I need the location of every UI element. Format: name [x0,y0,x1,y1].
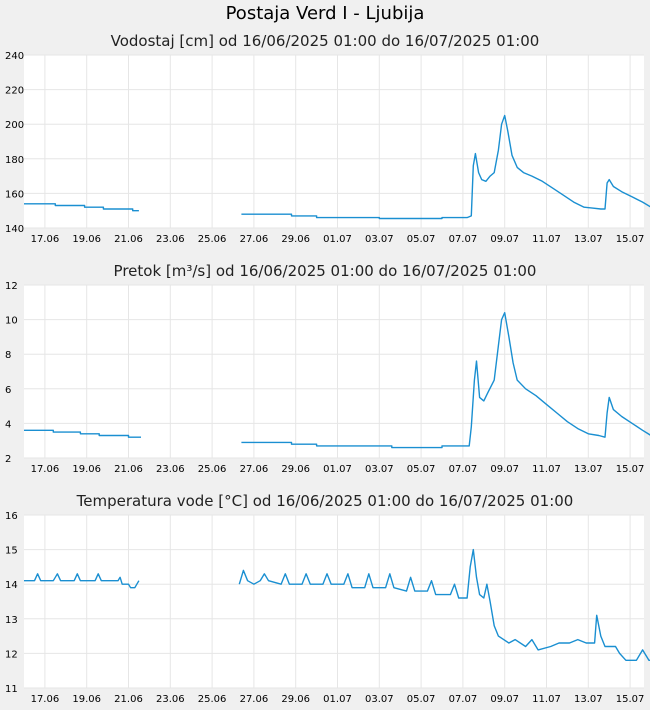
x-tick-label: 11.07 [532,464,561,475]
y-tick-label: 14 [5,580,18,591]
x-tick-label: 07.07 [449,694,478,705]
plot-area [24,55,644,228]
x-tick-label: 25.06 [198,694,227,705]
x-tick-label: 15.07 [616,464,645,475]
plot-area [24,285,644,458]
x-tick-label: 17.06 [31,464,60,475]
x-tick-label: 29.06 [281,694,310,705]
y-tick-label: 200 [5,120,24,131]
x-tick-label: 29.06 [281,464,310,475]
y-tick-label: 16 [5,511,18,522]
series-line-segment [24,429,141,438]
y-tick-label: 140 [5,224,24,235]
x-tick-label: 13.07 [574,694,603,705]
x-tick-label: 03.07 [365,694,394,705]
x-tick-label: 01.07 [323,464,352,475]
y-tick-label: 15 [5,546,18,557]
x-tick-label: 01.07 [323,234,352,245]
y-tick-label: 12 [5,649,18,660]
y-tick-label: 240 [5,51,24,62]
x-tick-label: 13.07 [574,464,603,475]
x-tick-label: 15.07 [616,234,645,245]
x-tick-label: 09.07 [490,464,519,475]
y-tick-label: 180 [5,155,24,166]
chart-3: Temperatura vode [°C] od 16/06/2025 01:0… [5,492,650,705]
x-tick-label: 23.06 [156,464,185,475]
y-tick-label: 10 [5,316,18,327]
y-tick-label: 2 [5,454,11,465]
x-tick-label: 25.06 [198,464,227,475]
x-tick-label: 05.07 [407,464,436,475]
y-tick-label: 13 [5,615,18,626]
x-tick-label: 07.07 [449,464,478,475]
y-tick-label: 4 [5,419,11,430]
x-tick-label: 13.07 [574,234,603,245]
x-tick-label: 27.06 [240,234,269,245]
x-tick-label: 19.06 [72,694,101,705]
x-tick-label: 23.06 [156,234,185,245]
plot-area [24,515,644,688]
x-tick-label: 29.06 [281,234,310,245]
series-line-segment [241,114,650,220]
page-title: Postaja Verd I - Ljubija [225,3,425,24]
chart-2: Pretok [m³/s] od 16/06/2025 01:00 do 16/… [5,262,650,475]
x-tick-label: 11.07 [532,694,561,705]
x-tick-label: 27.06 [240,464,269,475]
chart-title: Vodostaj [cm] od 16/06/2025 01:00 do 16/… [111,32,540,50]
chart-1: Vodostaj [cm] od 16/06/2025 01:00 do 16/… [5,32,650,245]
chart-title: Pretok [m³/s] od 16/06/2025 01:00 do 16/… [114,262,537,280]
x-tick-label: 25.06 [198,234,227,245]
series-line-segment [24,203,139,212]
chart-title: Temperatura vode [°C] od 16/06/2025 01:0… [76,492,574,510]
y-tick-label: 11 [5,684,18,695]
x-tick-label: 07.07 [449,234,478,245]
x-tick-label: 11.07 [532,234,561,245]
x-tick-label: 21.06 [114,464,143,475]
x-tick-label: 01.07 [323,694,352,705]
y-tick-label: 12 [5,281,18,292]
series-line-segment [241,312,650,449]
x-tick-label: 03.07 [365,234,394,245]
x-tick-label: 03.07 [365,464,394,475]
x-tick-label: 21.06 [114,694,143,705]
x-tick-label: 19.06 [72,464,101,475]
x-tick-label: 09.07 [490,694,519,705]
x-tick-label: 27.06 [240,694,269,705]
series-line-segment [24,573,140,589]
x-tick-label: 21.06 [114,234,143,245]
x-tick-label: 09.07 [490,234,519,245]
x-tick-label: 05.07 [407,234,436,245]
x-tick-label: 17.06 [31,694,60,705]
y-tick-label: 160 [5,189,24,200]
x-tick-label: 05.07 [407,694,436,705]
x-tick-label: 19.06 [72,234,101,245]
series-line-segment [238,548,650,661]
y-tick-label: 220 [5,86,24,97]
y-tick-label: 6 [5,385,11,396]
y-tick-label: 8 [5,350,11,361]
x-tick-label: 15.07 [616,694,645,705]
x-tick-label: 17.06 [31,234,60,245]
x-tick-label: 23.06 [156,694,185,705]
